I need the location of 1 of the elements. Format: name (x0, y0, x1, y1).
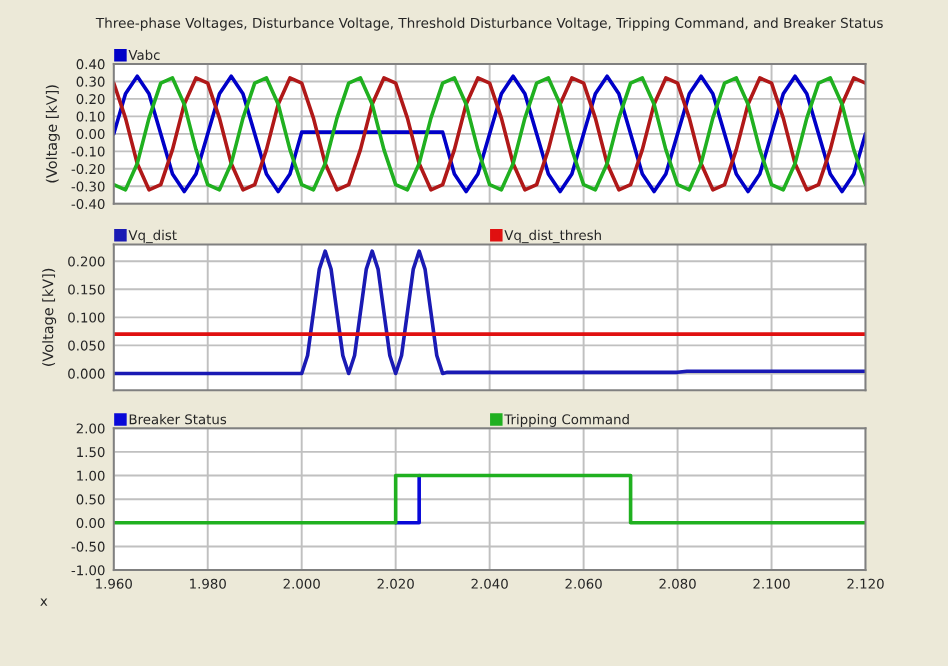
line-series (113, 249, 866, 376)
